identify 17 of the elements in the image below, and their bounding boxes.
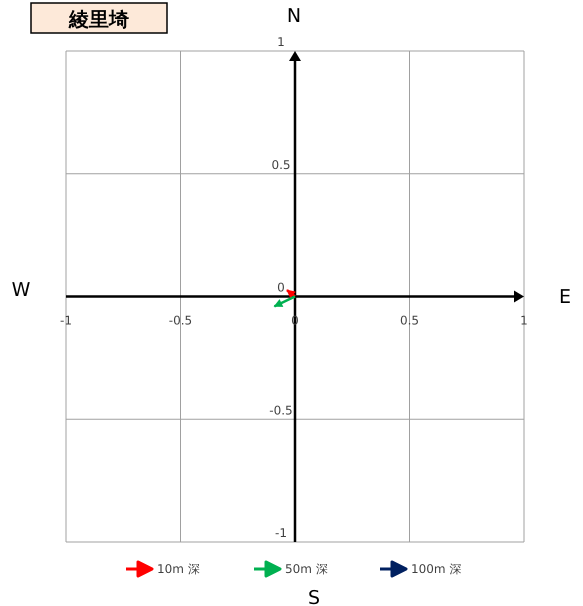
y-tick-label: -1	[275, 526, 287, 540]
legend-label: 100m 深	[411, 562, 462, 576]
y-tick-label: -0.5	[269, 403, 293, 418]
text: W	[12, 279, 31, 301]
y-tick-label: 0.5	[271, 158, 291, 172]
y-tick-label: 1	[277, 35, 285, 49]
x-tick-label: 0.5	[400, 314, 420, 328]
legend-label: 10m 深	[157, 562, 200, 576]
x-tick-label: -0.5	[168, 314, 192, 328]
x-tick-label: -1	[60, 314, 72, 328]
text: S	[308, 587, 320, 606]
legend-label: 50m 深	[285, 562, 328, 576]
x-tick-label: 1	[520, 314, 528, 328]
text: N	[286, 5, 302, 27]
chart-title: 綾里埼	[68, 7, 129, 31]
text: E	[558, 286, 572, 308]
y-tick-label: 0	[277, 280, 285, 294]
